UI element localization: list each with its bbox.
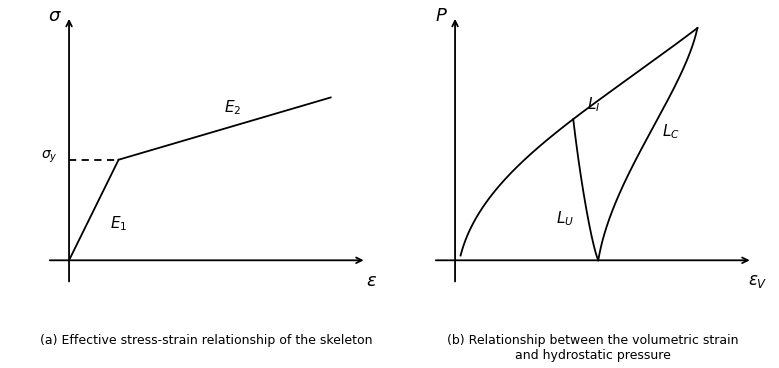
Text: $\varepsilon_V$: $\varepsilon_V$ (748, 272, 768, 290)
Text: $E_2$: $E_2$ (224, 98, 241, 117)
Text: $P$: $P$ (435, 7, 448, 25)
Text: (a) Effective stress-strain relationship of the skeleton: (a) Effective stress-strain relationship… (41, 333, 373, 347)
Text: $L_U$: $L_U$ (556, 209, 574, 228)
Text: $L_I$: $L_I$ (587, 96, 601, 114)
Text: $E_1$: $E_1$ (110, 214, 127, 233)
Text: (b) Relationship between the volumetric strain
and hydrostatic pressure: (b) Relationship between the volumetric … (447, 333, 738, 362)
Text: $\varepsilon$: $\varepsilon$ (366, 272, 378, 290)
Text: $\sigma$: $\sigma$ (48, 7, 62, 25)
Text: $L_C$: $L_C$ (661, 123, 679, 141)
Text: $\sigma_y$: $\sigma_y$ (41, 149, 58, 166)
